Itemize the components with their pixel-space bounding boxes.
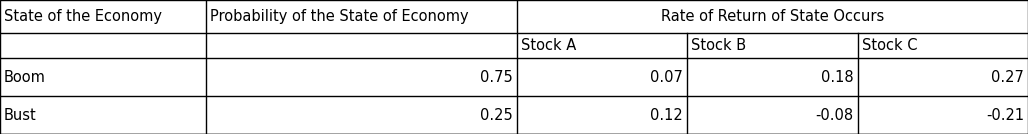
Text: 0.27: 0.27 <box>991 70 1024 85</box>
Text: State of the Economy: State of the Economy <box>4 9 162 24</box>
Text: Probability of the State of Economy: Probability of the State of Economy <box>210 9 468 24</box>
Text: 0.07: 0.07 <box>650 70 683 85</box>
Text: 0.75: 0.75 <box>480 70 513 85</box>
Text: Stock A: Stock A <box>520 38 576 53</box>
Text: Bust: Bust <box>4 107 37 122</box>
Text: Boom: Boom <box>4 70 46 85</box>
Text: Stock B: Stock B <box>691 38 746 53</box>
Text: Rate of Return of State Occurs: Rate of Return of State Occurs <box>661 9 884 24</box>
Text: -0.08: -0.08 <box>815 107 853 122</box>
Text: 0.12: 0.12 <box>651 107 683 122</box>
Text: -0.21: -0.21 <box>986 107 1024 122</box>
Text: 0.25: 0.25 <box>480 107 513 122</box>
Text: 0.18: 0.18 <box>821 70 853 85</box>
Text: Stock C: Stock C <box>861 38 917 53</box>
